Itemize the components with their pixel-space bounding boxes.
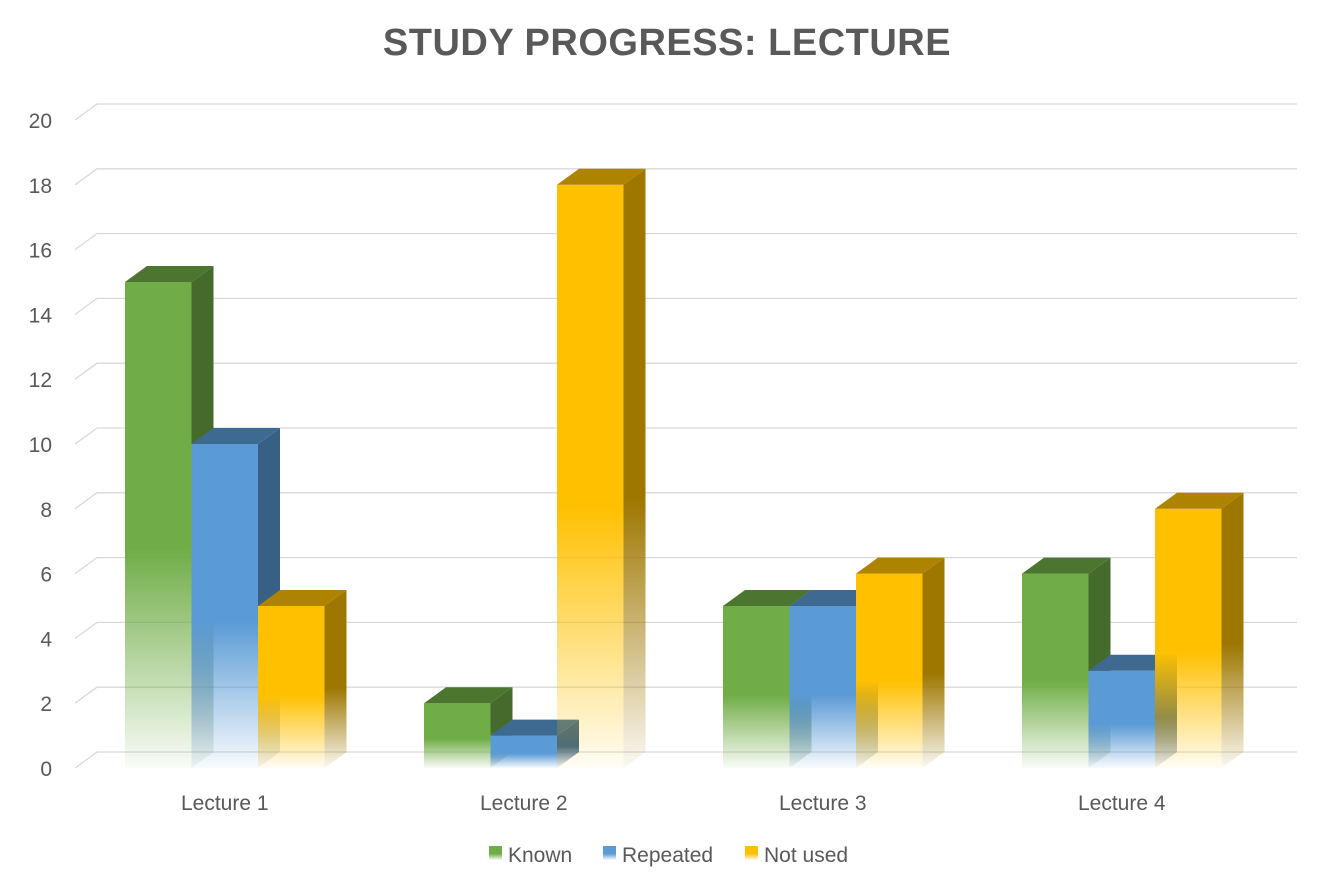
- bar-top: [856, 557, 945, 574]
- y-tick-label: 2: [40, 693, 52, 716]
- bar-front: [789, 606, 856, 768]
- x-category-label: Lecture 2: [480, 792, 568, 815]
- bar-front: [424, 703, 491, 768]
- legend-swatch-top: [489, 846, 502, 852]
- x-category-label: Lecture 1: [181, 792, 269, 815]
- bar-top: [424, 687, 513, 704]
- y-tick-label: 10: [29, 434, 52, 457]
- y-tick-label: 20: [29, 110, 52, 133]
- bar-front: [191, 444, 258, 768]
- bar-not-used-lecture-2: [557, 168, 646, 769]
- bar-top: [1155, 492, 1244, 509]
- gridlines: [74, 103, 1297, 769]
- legend-label: Known: [508, 844, 572, 867]
- bar-not-used-lecture-1: [258, 590, 347, 768]
- gridline: [74, 103, 1297, 121]
- bar-side: [1221, 492, 1244, 768]
- bar-front: [557, 184, 624, 769]
- bar-front: [258, 606, 325, 768]
- y-tick-label: 4: [40, 628, 52, 651]
- category-labels: Lecture 1 Lecture 2 Lecture 3 Lecture 4: [181, 792, 1166, 815]
- bar-top: [789, 590, 878, 606]
- legend-item-repeated: Repeated: [603, 844, 713, 867]
- bar-front: [856, 573, 923, 768]
- bar-top: [1088, 654, 1177, 671]
- bar-top: [723, 590, 812, 606]
- y-tick-label: 16: [29, 240, 52, 263]
- legend-label: Repeated: [622, 844, 713, 867]
- bar-not-used-lecture-3: [856, 557, 945, 768]
- bar-side: [324, 590, 347, 768]
- gridline: [74, 232, 1297, 251]
- bar-front: [490, 735, 557, 768]
- bar-top: [191, 428, 280, 444]
- gridline: [74, 297, 1297, 315]
- x-category-label: Lecture 4: [1078, 792, 1166, 815]
- x-category-label: Lecture 3: [779, 792, 867, 815]
- bar-front: [1155, 508, 1222, 768]
- gridline: [74, 362, 1297, 380]
- y-tick-label: 0: [40, 758, 52, 781]
- bar-not-used-lecture-4: [1155, 492, 1244, 768]
- legend-label: Not used: [764, 844, 848, 867]
- gridline: [74, 168, 1297, 186]
- legend-item-known: Known: [489, 844, 572, 867]
- legend: Known Repeated Not used: [489, 844, 848, 867]
- bar-front: [125, 282, 192, 768]
- bar-front: [1088, 670, 1155, 768]
- bar-top: [557, 168, 646, 185]
- bar-top: [490, 719, 579, 736]
- legend-swatch-top: [603, 846, 616, 852]
- bar-side: [623, 168, 646, 769]
- bar-front: [723, 606, 790, 768]
- legend-swatch-top: [745, 846, 758, 852]
- gridline: [74, 427, 1297, 445]
- y-tick-label: 12: [29, 369, 52, 392]
- legend-item-not-used: Not used: [745, 844, 848, 867]
- bar-side: [922, 557, 945, 768]
- y-tick-label: 6: [40, 564, 52, 587]
- gridline: [74, 492, 1297, 510]
- bar-top: [125, 266, 214, 282]
- y-tick-label: 18: [29, 175, 52, 198]
- bar-top: [258, 590, 347, 606]
- bar-front: [1022, 573, 1089, 768]
- y-tick-label: 8: [40, 499, 52, 522]
- bars: [125, 168, 1244, 769]
- bar-top: [1022, 557, 1111, 574]
- chart-title: STUDY PROGRESS: LECTURE: [382, 22, 952, 64]
- y-axis-ticks: 0 2 4 6 8 10 12 14 16 18 20: [29, 110, 53, 781]
- y-tick-label: 14: [29, 304, 53, 327]
